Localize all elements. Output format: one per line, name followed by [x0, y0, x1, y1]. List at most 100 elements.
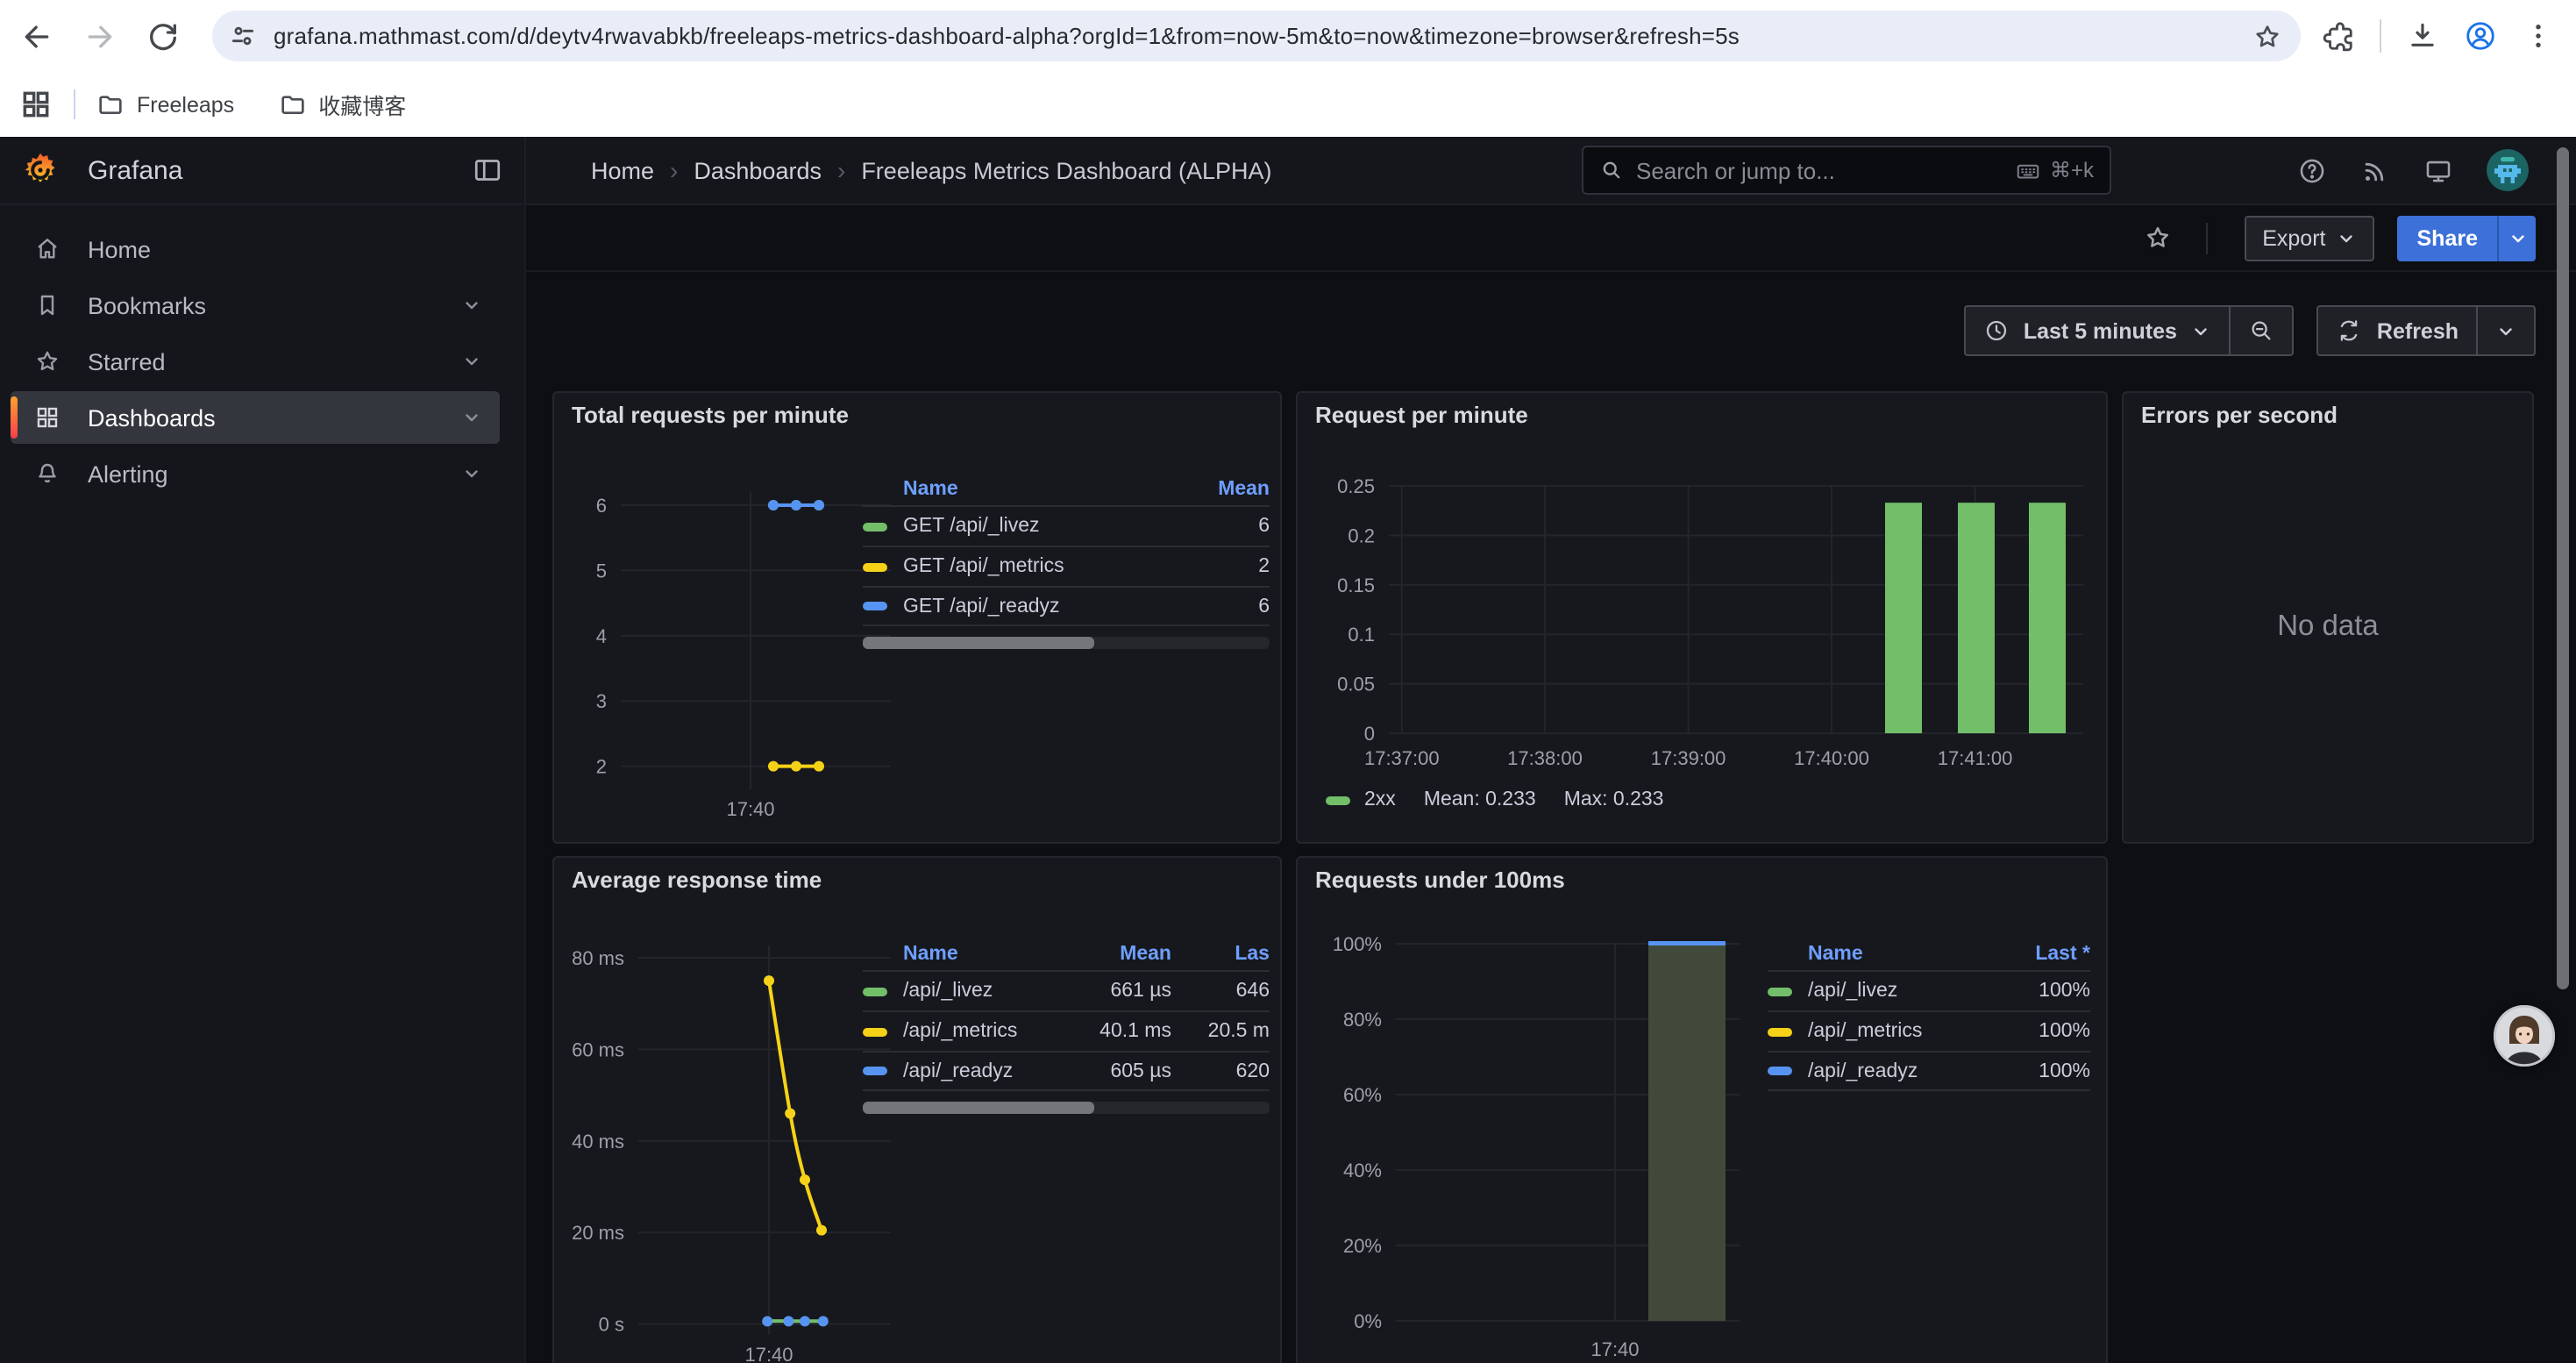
forward-icon[interactable] [82, 18, 117, 54]
help-icon[interactable] [2297, 155, 2327, 185]
zoom-out-button[interactable] [2229, 307, 2293, 354]
svg-text:4: 4 [596, 625, 607, 647]
favorite-star-icon[interactable] [2143, 223, 2173, 253]
legend-header-last[interactable]: Las [1235, 944, 1270, 965]
legend-row[interactable]: /api/_readyz 605 µs 620 [863, 1051, 1270, 1091]
series-pill [863, 522, 887, 531]
refresh-button[interactable]: Refresh [2319, 307, 2476, 354]
user-avatar[interactable] [2487, 149, 2529, 191]
legend-scrollbar[interactable] [863, 1102, 1270, 1114]
share-button[interactable]: Share [2397, 215, 2497, 260]
legend-scrollbar[interactable] [863, 637, 1270, 649]
sidebar-item-alerting[interactable]: Alerting [11, 447, 500, 500]
svg-text:17:37:00: 17:37:00 [1364, 747, 1440, 769]
breadcrumb-home[interactable]: Home [591, 157, 655, 183]
bookmark-star-icon[interactable] [2252, 20, 2283, 52]
bookmark-folder-blogs[interactable]: 收藏博客 [278, 88, 406, 121]
legend-header-mean[interactable]: Mean [1218, 479, 1270, 500]
sidebar-item-dashboards[interactable]: Dashboards [11, 391, 500, 444]
svg-text:0.1: 0.1 [1348, 624, 1375, 646]
svg-text:20%: 20% [1343, 1235, 1382, 1257]
chevron-down-icon[interactable] [461, 351, 482, 372]
legend-max: Max: 0.233 [1563, 789, 1664, 810]
breadcrumb-separator: › [836, 156, 846, 184]
legend-header-mean[interactable]: Mean [1120, 944, 1171, 965]
url-text[interactable]: grafana.mathmast.com/d/deytv4rwavabkb/fr… [274, 23, 1740, 49]
grafana-app: Grafana Home › Dashboards › Freeleaps Me… [0, 137, 2576, 1363]
refresh-interval-dropdown[interactable] [2476, 307, 2534, 354]
search-input[interactable]: Search or jump to... ⌘+k [1582, 146, 2111, 195]
svg-text:40%: 40% [1343, 1160, 1382, 1181]
kiosk-monitor-icon[interactable] [2423, 155, 2453, 185]
svg-text:80 ms: 80 ms [572, 947, 624, 969]
panel-avg-response-time: Average response time 80 ms 60 ms 40 ms 20 … [552, 856, 1282, 1363]
url-bar[interactable]: grafana.mathmast.com/d/deytv4rwavabkb/fr… [212, 11, 2301, 61]
legend-row[interactable]: /api/_metrics 100% [1768, 1010, 2090, 1051]
sidebar-toggle-icon[interactable] [472, 154, 503, 186]
legend-row[interactable]: GET /api/_metrics 2 [863, 546, 1270, 586]
export-button[interactable]: Export [2245, 215, 2375, 260]
panel-title[interactable]: Total requests per minute [572, 402, 849, 428]
svg-text:17:39:00: 17:39:00 [1651, 747, 1726, 769]
apps-grid-icon[interactable] [19, 88, 53, 121]
svg-text:2: 2 [596, 756, 607, 778]
time-range-group: Last 5 minutes [1963, 305, 2295, 356]
panel-title[interactable]: Request per minute [1315, 402, 1528, 428]
chevron-down-icon [2511, 234, 2523, 242]
reload-icon[interactable] [146, 18, 181, 54]
extensions-icon[interactable] [2322, 19, 2355, 53]
legend-header-name[interactable]: Name [1808, 944, 1863, 965]
legend-row[interactable]: GET /api/_readyz 6 [863, 586, 1270, 626]
chevron-down-icon [2195, 327, 2208, 335]
legend-row[interactable]: /api/_readyz 100% [1768, 1051, 2090, 1091]
legend-header: Name Last * [1768, 938, 2090, 970]
series-pill [1768, 987, 1792, 995]
svg-text:17:40:00: 17:40:00 [1794, 747, 1869, 769]
home-icon [38, 239, 57, 259]
panel-title[interactable]: Errors per second [2141, 402, 2338, 428]
sidebar-item-home[interactable]: Home [11, 223, 500, 275]
series-pill [863, 602, 887, 610]
svg-text:60%: 60% [1343, 1084, 1382, 1106]
time-range-picker[interactable]: Last 5 minutes [1966, 307, 2230, 354]
legend-row[interactable]: /api/_metrics 40.1 ms 20.5 m [863, 1010, 1270, 1051]
chevron-down-icon[interactable] [461, 407, 482, 428]
total-requests-chart: 6 5 4 3 2 17:40 [596, 491, 891, 820]
series-pill [1326, 796, 1350, 804]
news-rss-icon[interactable] [2360, 155, 2390, 185]
series-pill [863, 562, 887, 571]
share-dropdown-button[interactable] [2497, 215, 2536, 260]
time-range-label: Last 5 minutes [2023, 318, 2177, 343]
back-icon[interactable] [19, 18, 54, 54]
legend-header-last[interactable]: Last * [2035, 944, 2090, 965]
page-scrollbar[interactable] [2557, 147, 2569, 989]
svg-text:17:40: 17:40 [726, 798, 774, 820]
legend-row[interactable]: /api/_livez 661 µs 646 [863, 970, 1270, 1010]
legend-row[interactable]: /api/_livez 100% [1768, 970, 2090, 1010]
chevron-down-icon[interactable] [461, 295, 482, 316]
browser-menu-icon[interactable] [2522, 19, 2555, 53]
floating-assistant-avatar[interactable] [2494, 1005, 2555, 1067]
profile-icon[interactable] [2464, 19, 2497, 53]
chevron-down-icon[interactable] [461, 463, 482, 484]
sidebar-item-starred[interactable]: Starred [11, 335, 500, 388]
search-icon [1603, 161, 1620, 179]
legend-header: Name Mean [863, 474, 1270, 505]
legend-header: Name Mean Las [863, 938, 1270, 970]
panel-under-100ms: Requests under 100ms 100% 80% 60% 40% 20% 0% 1… [1296, 856, 2108, 1363]
breadcrumb-dashboards[interactable]: Dashboards [694, 157, 822, 183]
legend-row[interactable]: GET /api/_livez 6 [863, 505, 1270, 546]
legend-header-name[interactable]: Name [903, 479, 958, 500]
svg-text:17:40: 17:40 [744, 1344, 793, 1363]
legend-mean: Mean: 0.233 [1423, 789, 1536, 810]
grafana-logo[interactable] [21, 151, 60, 189]
panel-title[interactable]: Average response time [572, 867, 822, 893]
download-icon[interactable] [2406, 19, 2439, 53]
legend-header-name[interactable]: Name [903, 944, 958, 965]
sidebar-item-bookmarks[interactable]: Bookmarks [11, 279, 500, 332]
bookmark-folder-freeleaps[interactable]: Freeleaps [96, 90, 234, 118]
legend-item-2xx[interactable]: 2xx [1326, 789, 1396, 810]
panel-title[interactable]: Requests under 100ms [1315, 867, 1565, 893]
zoom-out-icon [2252, 321, 2272, 340]
site-settings-icon[interactable] [228, 21, 258, 51]
